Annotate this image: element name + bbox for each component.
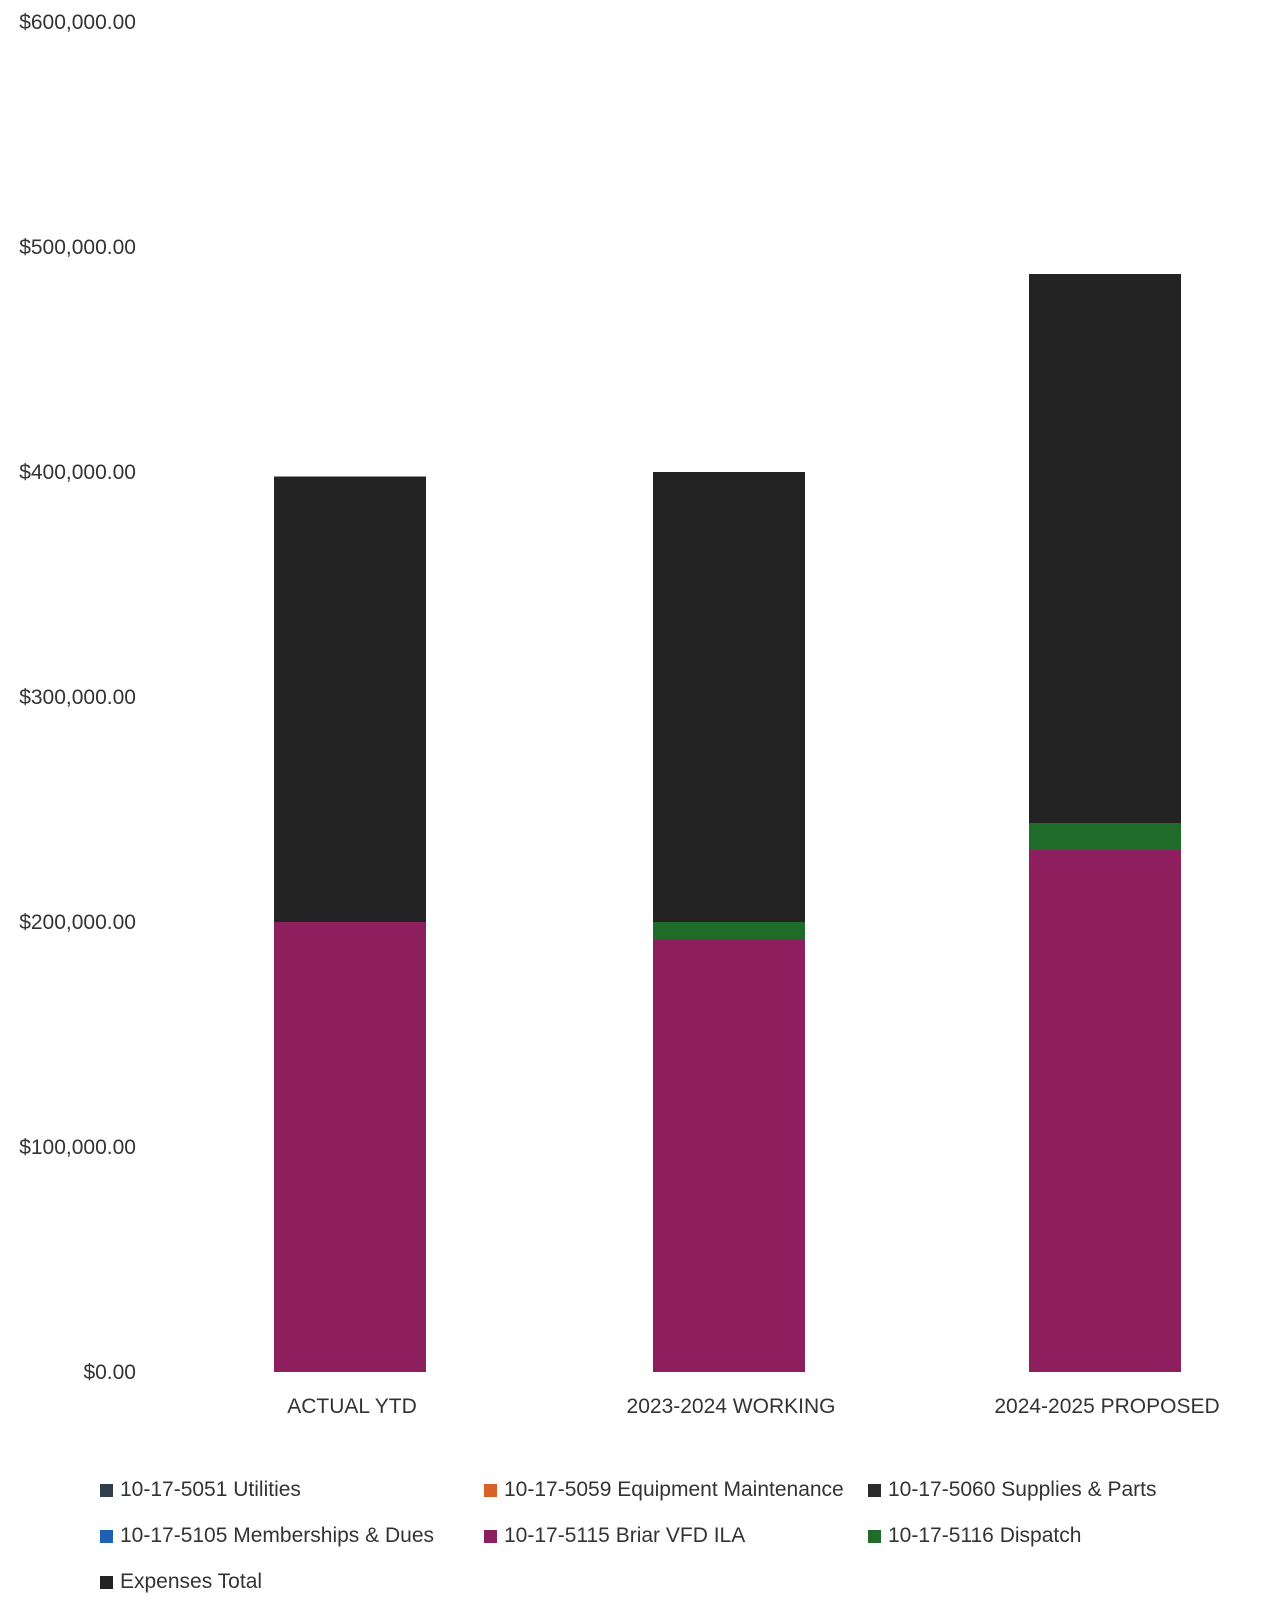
- y-tick-label: $100,000.00: [19, 1136, 136, 1159]
- bar-segment: [653, 472, 805, 922]
- legend-item: 10-17-5051 Utilities: [100, 1478, 301, 1502]
- bar-segment: [274, 476, 426, 922]
- bar-chart: $0.00 $100,000.00 $200,000.00 $300,000.00 $4…: [19, 11, 1219, 1418]
- bar-segment: [1029, 274, 1181, 823]
- legend-label: 10-17-5051 Utilities: [120, 1478, 301, 1501]
- legend-swatch: [484, 1483, 497, 1497]
- legend-swatch: [484, 1529, 497, 1543]
- x-tick-label: 2023-2024 WORKING: [627, 1395, 836, 1418]
- bars: [274, 274, 1181, 1372]
- legend-swatch: [868, 1483, 881, 1497]
- bar-segment: [274, 922, 426, 1372]
- bar-segment: [653, 940, 805, 1372]
- legend-item: 10-17-5059 Equipment Maintenance: [484, 1478, 844, 1502]
- y-tick-label: $600,000.00: [19, 11, 136, 34]
- y-tick-label: $0.00: [83, 1361, 136, 1384]
- bar-segment: [1029, 850, 1181, 1372]
- legend-item: Expenses Total: [100, 1570, 262, 1594]
- y-tick-label: $500,000.00: [19, 236, 136, 259]
- y-tick-label: $300,000.00: [19, 686, 136, 709]
- legend: 10-17-5051 Utilities 10-17-5059 Equipment…: [100, 1478, 1220, 1604]
- x-tick-label: 2024-2025 PROPOSED: [994, 1395, 1219, 1418]
- legend-label: 10-17-5059 Equipment Maintenance: [504, 1478, 844, 1501]
- legend-swatch: [100, 1575, 113, 1589]
- legend-item: 10-17-5115 Briar VFD ILA: [484, 1524, 745, 1548]
- x-tick-label: ACTUAL YTD: [287, 1395, 417, 1418]
- legend-swatch: [868, 1529, 881, 1543]
- bar-segment: [1029, 823, 1181, 850]
- y-tick-label: $400,000.00: [19, 461, 136, 484]
- legend-item: 10-17-5116 Dispatch: [868, 1524, 1081, 1548]
- bar-segment: [653, 922, 805, 940]
- legend-label: 10-17-5116 Dispatch: [888, 1524, 1082, 1547]
- legend-label: 10-17-5105 Memberships & Dues: [120, 1524, 434, 1547]
- legend-item: 10-17-5105 Memberships & Dues: [100, 1524, 434, 1548]
- legend-label: Expenses Total: [120, 1570, 263, 1593]
- legend-swatch: [100, 1529, 113, 1543]
- legend-label: 10-17-5060 Supplies & Parts: [888, 1478, 1157, 1501]
- x-axis-labels: ACTUAL YTD 2023-2024 WORKING 2024-2025 PRO…: [287, 1395, 1219, 1418]
- legend-label: 10-17-5115 Briar VFD ILA: [504, 1524, 746, 1547]
- legend-item: 10-17-5060 Supplies & Parts: [868, 1478, 1157, 1502]
- y-axis-labels: $0.00 $100,000.00 $200,000.00 $300,000.00 $4…: [19, 11, 136, 1384]
- y-tick-label: $200,000.00: [19, 911, 136, 934]
- legend-swatch: [100, 1483, 113, 1497]
